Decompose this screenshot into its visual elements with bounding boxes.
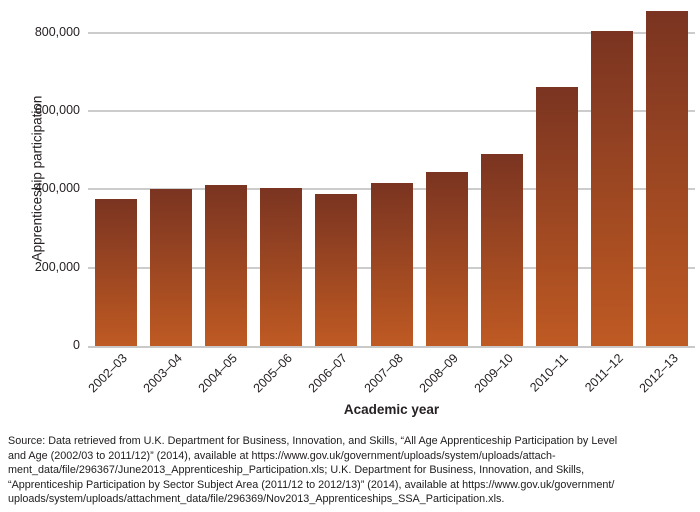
source-line: “Apprenticeship Participation by Sector … xyxy=(8,478,615,491)
y-tick-label: 400,000 xyxy=(34,181,80,196)
source-line: uploads/system/uploads/attachment_data/f… xyxy=(8,493,505,506)
bar-2009–10 xyxy=(480,153,523,346)
source-line: Source: Data retrieved from U.K. Departm… xyxy=(8,435,618,447)
source-line: and Age (2002/03 to 2011/12)” (2014), av… xyxy=(8,449,556,462)
bar-2007–08 xyxy=(370,182,413,346)
y-tick-label: 200,000 xyxy=(34,259,80,274)
x-tick-label: 2002–03 xyxy=(85,351,130,396)
gridline xyxy=(88,109,695,112)
bar-2005–06 xyxy=(260,188,303,346)
x-axis-title: Academic year xyxy=(343,402,440,417)
source-note: Source: Data retrieved from U.K. Departm… xyxy=(8,434,692,507)
bar-2004–05 xyxy=(204,184,247,346)
y-tick-label: 800,000 xyxy=(34,24,80,39)
y-tick-label: 0 xyxy=(73,338,80,352)
bar-2006–07 xyxy=(315,194,358,346)
bar-2008–09 xyxy=(425,171,468,346)
y-tick-label: 600,000 xyxy=(34,102,80,117)
bar-2010–11 xyxy=(536,86,579,346)
gridline xyxy=(88,31,695,34)
bar-2003–04 xyxy=(149,189,192,346)
bar-2002–03 xyxy=(94,199,137,346)
source-line: ment_data/file/296367/June2013_Apprentic… xyxy=(8,464,585,477)
y-axis-title: Apprenticeship participation xyxy=(29,95,45,262)
bar-2011–12 xyxy=(591,30,634,346)
plot-area xyxy=(88,0,695,348)
bar-2012–13 xyxy=(646,10,689,346)
